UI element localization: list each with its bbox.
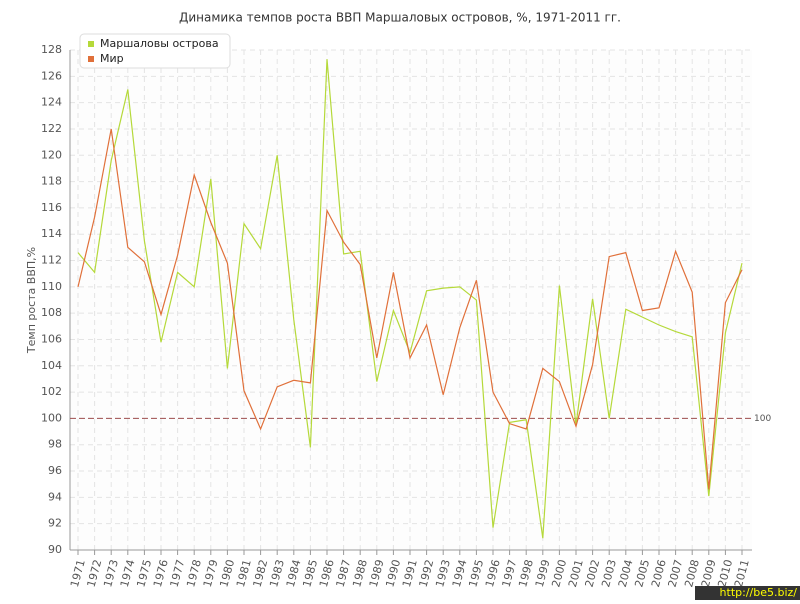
y-tick-label: 104 bbox=[41, 359, 62, 372]
y-tick-label: 102 bbox=[41, 385, 62, 398]
y-tick-label: 108 bbox=[41, 306, 62, 319]
x-tick-label: 2011 bbox=[732, 558, 752, 588]
watermark-bg bbox=[695, 586, 800, 600]
y-tick-label: 122 bbox=[41, 122, 62, 135]
y-axis-title: Темп роста ВВП,% bbox=[25, 247, 38, 354]
y-tick-label: 112 bbox=[41, 254, 62, 267]
y-tick-label: 100 bbox=[41, 411, 62, 424]
y-tick-label: 118 bbox=[41, 175, 62, 188]
y-tick-label: 98 bbox=[48, 438, 62, 451]
y-tick-label: 90 bbox=[48, 543, 62, 556]
y-tick-label: 120 bbox=[41, 148, 62, 161]
watermark: http://be5.biz/ bbox=[720, 586, 798, 599]
y-tick-label: 126 bbox=[41, 69, 62, 82]
y-tick-label: 114 bbox=[41, 227, 62, 240]
y-tick-label: 106 bbox=[41, 332, 62, 345]
legend-box bbox=[79, 33, 231, 69]
series-line bbox=[77, 128, 743, 490]
y-tick-label: 110 bbox=[41, 280, 62, 293]
reference-label: 100 bbox=[754, 414, 771, 424]
y-tick-label: 96 bbox=[48, 464, 62, 477]
series-line bbox=[77, 59, 743, 539]
legend-label: Маршаловы острова bbox=[100, 37, 219, 50]
y-tick-label: 128 bbox=[41, 43, 62, 56]
plot-area bbox=[70, 50, 752, 550]
legend-swatch bbox=[88, 41, 94, 47]
legend-swatch bbox=[88, 56, 94, 62]
legend-label: Мир bbox=[100, 52, 124, 65]
y-tick-label: 116 bbox=[41, 201, 62, 214]
y-tick-label: 94 bbox=[48, 490, 62, 503]
y-tick-label: 124 bbox=[41, 96, 62, 109]
chart-title: Динамика темпов роста ВВП Маршаловых ост… bbox=[179, 11, 621, 25]
y-tick-label: 92 bbox=[48, 517, 62, 530]
